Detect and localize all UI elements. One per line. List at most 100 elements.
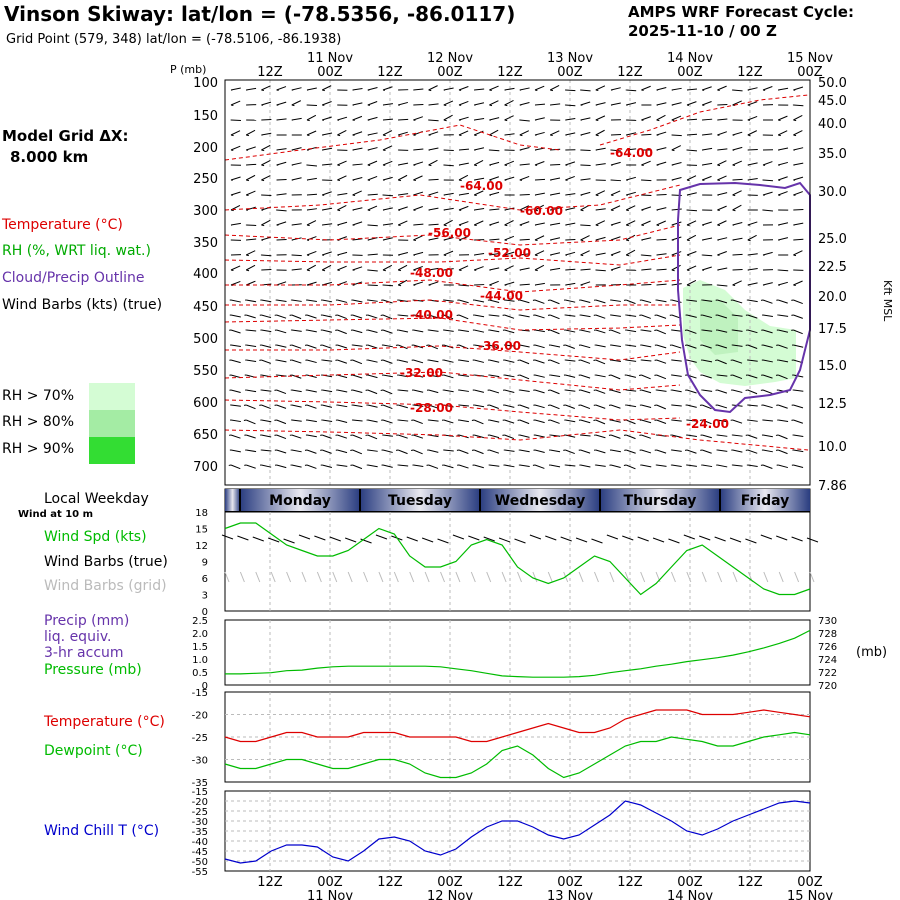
wind-barb-shaft <box>686 434 697 437</box>
wind-barb-shaft <box>413 88 424 91</box>
wind-barb-shaft <box>565 161 576 166</box>
kft-tick-label: 15.0 <box>818 359 847 374</box>
wind-barb-shaft <box>321 85 332 91</box>
wind-barb-shaft <box>762 161 773 166</box>
wind-barb-shaft <box>732 100 742 106</box>
wind-barb-grid <box>393 571 399 583</box>
precip-tick-label: 0 <box>202 681 208 692</box>
wind-barb-grid <box>501 571 507 583</box>
wind-barb-shaft <box>610 102 621 106</box>
wind-barb-shaft <box>276 419 287 425</box>
wind-barb-shaft <box>671 434 682 438</box>
wind-barb-shaft <box>565 464 576 467</box>
top-date-label: 12 Nov <box>427 51 473 66</box>
wind-barb-shaft <box>474 208 485 211</box>
wind-barb-shaft <box>306 329 317 333</box>
wind-barb-shaft <box>367 314 378 319</box>
wind-barb-shaft <box>747 329 758 334</box>
top-time-label: 00Z <box>557 65 583 80</box>
wind-barb-shaft <box>306 281 317 286</box>
wind-barb-shaft <box>306 264 317 271</box>
wind-barb-shaft <box>778 222 789 226</box>
wind-barb-shaft <box>398 464 409 467</box>
wind-barb-grid <box>578 571 584 583</box>
wind-barb-shaft <box>793 344 804 348</box>
wind-barb-shaft <box>504 160 515 166</box>
wind-barb-shaft <box>717 314 728 319</box>
wind-barb-shaft <box>732 329 743 332</box>
wind-chill-tick-label: -55 <box>192 867 208 878</box>
wind-barb-flag <box>793 119 797 122</box>
wind-barb-shaft <box>625 220 636 226</box>
wind-barb-shaft <box>337 130 347 136</box>
wind-speed-tick-label: 6 <box>202 574 208 585</box>
wind-barb-shaft <box>261 359 271 364</box>
wind-barb-flag <box>246 269 250 272</box>
wind-barb-shaft <box>291 117 302 121</box>
wind-barb-shaft <box>626 359 637 362</box>
wind-barb-shaft <box>626 329 637 333</box>
temperature-tick-label: -35 <box>192 778 208 789</box>
wind-barb-shaft <box>443 359 454 363</box>
wind-barb-shaft <box>778 191 788 196</box>
wind-barb-shaft <box>474 88 485 91</box>
pressure-tick-label: 300 <box>193 204 218 219</box>
page-title: Vinson Skiway: lat/lon = (-78.5356, -86.… <box>4 2 516 26</box>
precip-tick-label: 1.0 <box>192 655 208 666</box>
rh80-swatch <box>89 410 135 437</box>
wind-barb-shaft <box>291 100 302 106</box>
wind-barb-shaft <box>261 314 272 319</box>
wind-barb-flag <box>322 89 325 92</box>
wind-barb-shaft <box>778 314 789 317</box>
wind-barb-flag <box>474 194 477 197</box>
wind-barb-shaft <box>261 449 272 452</box>
wind-barb-shaft <box>474 389 485 393</box>
wind-barb-shaft <box>352 163 363 166</box>
wind-barb-flag <box>261 164 265 167</box>
wind-barb-shaft <box>322 434 332 439</box>
wind-speed-line <box>224 522 811 596</box>
weekday-label: Friday <box>741 493 790 509</box>
wind-barb-shaft <box>793 176 804 181</box>
wind-barb-shaft <box>413 344 424 349</box>
wind-barb-shaft <box>322 163 333 166</box>
kft-tick-label: 10.0 <box>818 440 847 455</box>
wind-barb-shaft <box>474 252 485 256</box>
wind-barb-shaft <box>717 419 728 423</box>
wind-barb-true <box>760 534 772 540</box>
wind-barb-true <box>221 534 234 540</box>
wind-barb-shaft <box>458 221 469 226</box>
wind-barb-flag <box>534 239 538 242</box>
wind-barb-grid <box>470 571 476 583</box>
wind-barb-shaft <box>443 207 454 211</box>
wind-barb-shaft <box>337 344 348 349</box>
wind-barb-shaft <box>778 419 789 423</box>
wind-barb-shaft <box>474 102 485 106</box>
bottom-time-label: 12Z <box>377 875 403 890</box>
wind-barb-shaft <box>367 160 378 166</box>
wind-barb-shaft <box>382 223 393 226</box>
wind-barb-shaft <box>443 299 454 302</box>
wind-barb-shaft <box>610 464 621 469</box>
wind-barb-shaft <box>306 299 317 302</box>
bottom-time-label: 12Z <box>497 875 523 890</box>
wind-barb-flag <box>747 239 751 242</box>
wind-barb-shaft <box>291 223 302 226</box>
wind-barb-shaft <box>261 299 272 303</box>
wind-barb-shaft <box>671 419 682 422</box>
wind-barb-shaft <box>413 223 424 226</box>
wind-barb-shaft <box>276 161 287 166</box>
wind-barb-flag <box>261 179 265 182</box>
wind-barb-shaft <box>504 281 515 286</box>
wind-barb-shaft <box>534 464 545 469</box>
wind-barb-flag <box>504 224 508 227</box>
wind-barb-shaft <box>246 449 257 453</box>
legend-cloud: Cloud/Precip Outline <box>2 270 145 286</box>
wind-barb-shaft <box>610 149 622 152</box>
wind-barb-shaft <box>717 205 727 211</box>
wind-barb-shaft <box>504 100 514 106</box>
wind-barb-shaft <box>595 102 606 106</box>
wind-barb-flag <box>428 164 432 167</box>
wind-barb-shaft <box>504 235 515 241</box>
wind-barb-shaft <box>534 85 545 91</box>
